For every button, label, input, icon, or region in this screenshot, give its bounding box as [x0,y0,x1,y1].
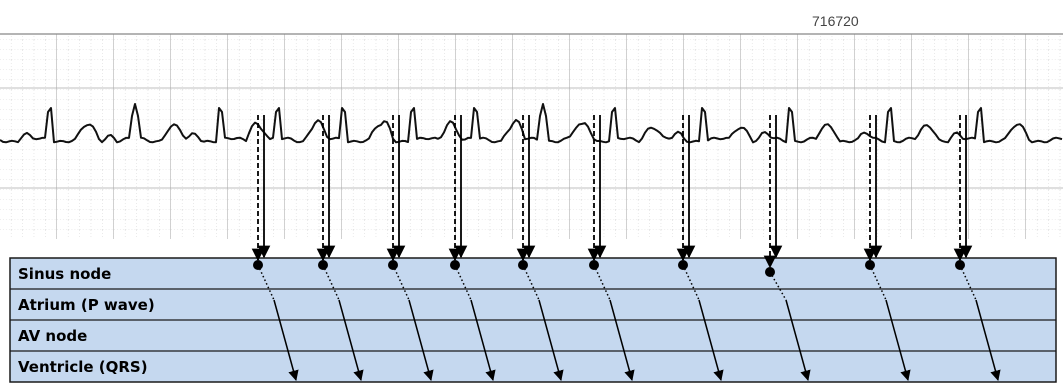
strip-id: 716720 [812,13,859,29]
row-label: Ventricle (QRS) [18,358,148,376]
page: {"strip": {"id": "716720"}, "ladder": {"… [0,0,1063,385]
ladder-diagram: 716720 Sinus node Atrium (P wave) AV node V… [0,0,1063,385]
row-label: AV node [18,327,87,345]
ecg-strip: 716720 [0,13,1063,239]
ladder: Sinus node Atrium (P wave) AV node Ventricl… [10,258,1056,382]
row-label: Sinus node [18,265,111,283]
row-label: Atrium (P wave) [18,296,155,314]
ecg-grid [0,34,1063,239]
